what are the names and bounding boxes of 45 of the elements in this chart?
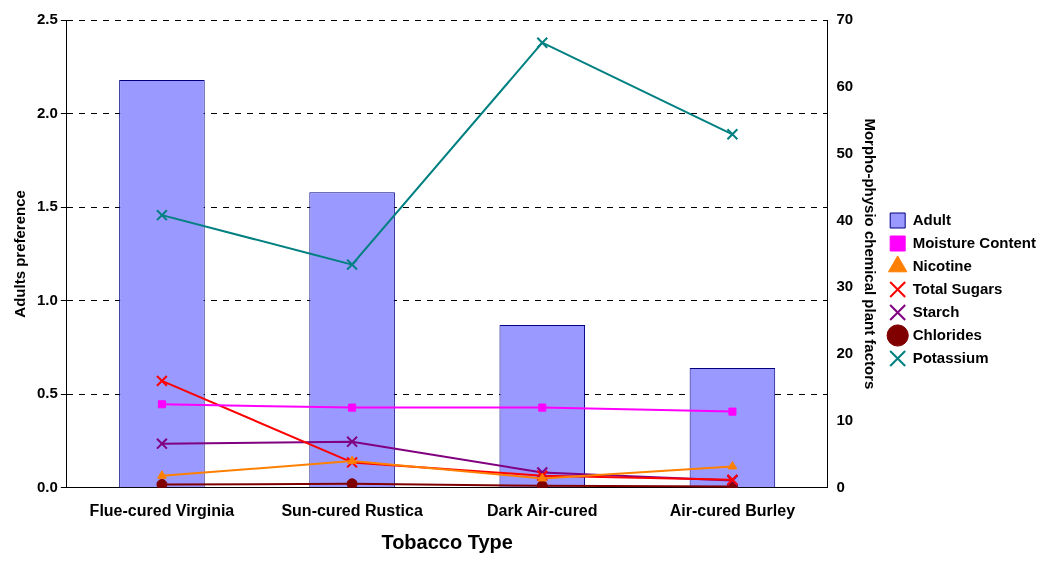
y2-tick-label: 70 bbox=[836, 10, 854, 28]
y2-tick-label: 60 bbox=[836, 76, 854, 94]
y2-tick-label: 50 bbox=[836, 143, 854, 161]
y-tick-label: 1.0 bbox=[36, 290, 58, 308]
y-tick-label: 1.5 bbox=[36, 197, 58, 215]
point bbox=[348, 403, 357, 412]
y-tick-label: 2.5 bbox=[36, 10, 58, 28]
point bbox=[155, 374, 168, 387]
y2-tick-label: 40 bbox=[836, 210, 854, 228]
y2-tick-label: 20 bbox=[836, 344, 854, 362]
y2-tick-label: 30 bbox=[836, 277, 854, 295]
y-tick-label: 0.0 bbox=[36, 477, 58, 495]
y2-tick-label: 10 bbox=[836, 411, 854, 429]
y-tick-label: 0.5 bbox=[36, 384, 58, 402]
point bbox=[346, 478, 358, 488]
point bbox=[155, 437, 168, 450]
point bbox=[346, 456, 359, 469]
point bbox=[157, 470, 167, 479]
legend-label: Adult bbox=[912, 210, 951, 228]
legend-label: Nicotine bbox=[912, 256, 972, 274]
point bbox=[728, 407, 737, 416]
legend-label: Moisture Content bbox=[912, 233, 1036, 251]
x-tick-label: Sun-cured Rustica bbox=[281, 501, 423, 519]
point bbox=[156, 478, 168, 488]
point bbox=[727, 460, 738, 470]
point bbox=[346, 435, 359, 448]
point bbox=[538, 403, 547, 412]
x-axis-title: Tobacco Type bbox=[381, 530, 513, 553]
point bbox=[157, 400, 166, 409]
y-tick-label: 2.0 bbox=[36, 103, 58, 121]
legend-label: Total Sugars bbox=[912, 279, 1003, 297]
y2-axis-title: Morpho-physio chemical plant factors bbox=[862, 118, 880, 390]
point bbox=[155, 209, 168, 222]
x-tick-label: Air-cured Burley bbox=[669, 501, 796, 519]
point bbox=[347, 455, 357, 465]
legend-label: Chlorides bbox=[912, 325, 982, 343]
point bbox=[726, 128, 739, 141]
point bbox=[346, 258, 359, 271]
legend-label: Starch bbox=[912, 302, 960, 320]
y2-tick-label: 0 bbox=[836, 477, 845, 495]
y-axis-title: Adults preference bbox=[11, 190, 29, 318]
point bbox=[536, 36, 549, 49]
x-tick-label: Dark Air-cured bbox=[486, 501, 598, 519]
legend-label: Potassium bbox=[912, 348, 989, 366]
x-tick-label: Flue-cured Virginia bbox=[89, 501, 235, 519]
